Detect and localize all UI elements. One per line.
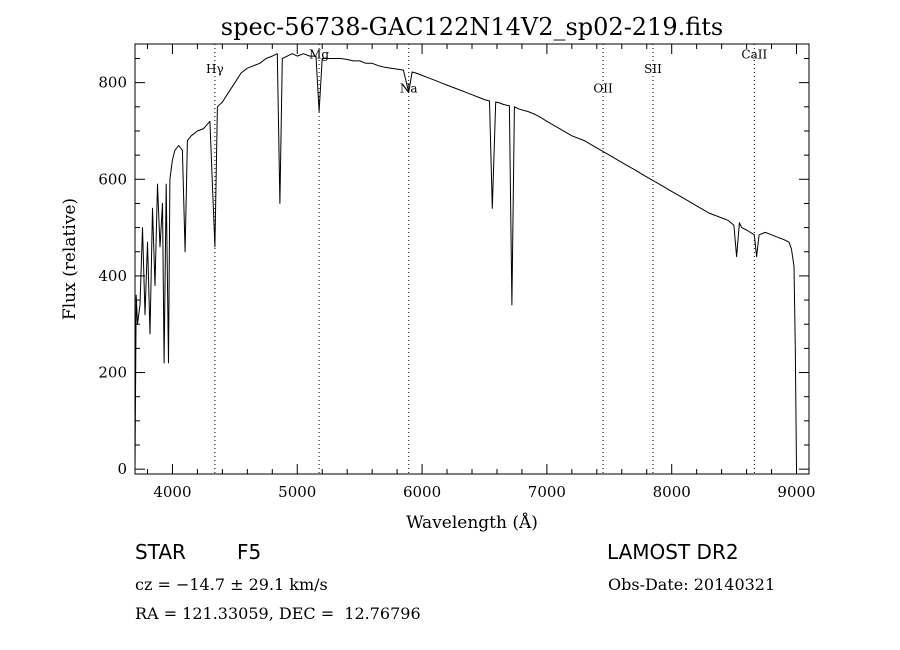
- x-tick-label: 6000: [403, 483, 441, 501]
- line-label: Mg: [309, 47, 329, 61]
- spectral-line-markers: Hγ Mg Na OII SII CaII: [206, 44, 767, 474]
- y-axis-label: Flux (relative): [60, 198, 80, 320]
- y-tick-label: 200: [98, 364, 127, 382]
- line-label: SII: [644, 62, 662, 76]
- x-tick-label: 7000: [528, 483, 566, 501]
- series-layer: [134, 53, 797, 470]
- x-tick-label: 8000: [653, 483, 691, 501]
- object-class: STAR: [135, 540, 186, 564]
- obs-date-text: Obs-Date: 20140321: [608, 575, 776, 594]
- line-label: OII: [593, 81, 613, 95]
- chart-title: spec-56738-GAC122N14V2_sp02-219.fits: [221, 13, 723, 41]
- y-tick-label: 800: [98, 74, 127, 92]
- x-axis-label: Wavelength (Å): [406, 512, 538, 533]
- line-label: Hγ: [206, 62, 224, 76]
- redshift-text: cz = −14.7 ± 29.1 km/s: [135, 575, 328, 594]
- object-subclass: F5: [237, 540, 262, 564]
- survey-name: LAMOST DR2: [607, 540, 739, 564]
- line-label: CaII: [741, 47, 767, 61]
- y-tick-label: 600: [98, 170, 127, 188]
- axis-ticks: 4000 5000 6000 7000 8000 9000 0 200 400 600 800: [98, 44, 816, 501]
- x-tick-label: 4000: [153, 483, 191, 501]
- x-tick-label: 9000: [777, 483, 815, 501]
- x-tick-label: 5000: [278, 483, 316, 501]
- y-tick-label: 400: [98, 267, 127, 285]
- y-tick-label: 0: [117, 460, 127, 478]
- coordinates-text: RA = 121.33059, DEC = 12.76796: [135, 604, 421, 623]
- plot-frame: [134, 43, 810, 475]
- spectrum-line: [134, 53, 797, 470]
- line-label: Na: [400, 81, 418, 95]
